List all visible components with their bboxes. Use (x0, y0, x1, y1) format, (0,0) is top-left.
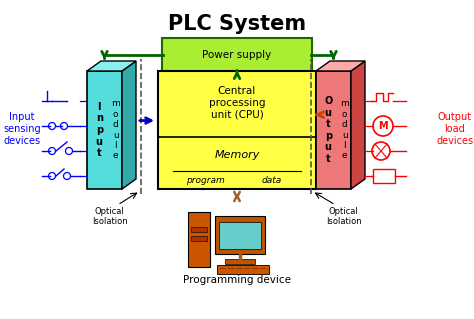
Text: m
o
d
u
l
e: m o d u l e (111, 100, 120, 160)
Bar (219, 222, 261, 249)
Polygon shape (87, 61, 136, 71)
Text: Optical
Isolation: Optical Isolation (326, 207, 361, 226)
Text: Power supply: Power supply (202, 50, 272, 60)
FancyBboxPatch shape (162, 38, 312, 72)
Text: M: M (378, 121, 388, 131)
Text: Optical
Isolation: Optical Isolation (91, 207, 128, 226)
Polygon shape (122, 61, 136, 189)
Text: Output
load
devices: Output load devices (437, 112, 474, 145)
Bar (191, 227, 207, 232)
Text: Programming device: Programming device (183, 275, 291, 285)
Bar (188, 212, 210, 267)
Text: Input
sensing
devices: Input sensing devices (3, 112, 41, 145)
FancyBboxPatch shape (87, 71, 122, 189)
Bar (215, 216, 265, 254)
Text: Memory: Memory (214, 150, 260, 160)
FancyBboxPatch shape (316, 71, 351, 189)
Text: O
u
t
p
u
t: O u t p u t (324, 96, 332, 164)
Bar (373, 169, 395, 183)
Text: PLC System: PLC System (168, 14, 306, 34)
Polygon shape (351, 61, 365, 189)
Bar (217, 265, 269, 274)
Text: I
n
p
u
t: I n p u t (96, 102, 103, 158)
Text: m
o
d
u
l
e: m o d u l e (340, 100, 349, 160)
Text: Central
processing
unit (CPU): Central processing unit (CPU) (209, 86, 265, 119)
Polygon shape (316, 61, 365, 71)
Text: program: program (186, 176, 225, 185)
Bar (191, 236, 207, 241)
Text: data: data (262, 176, 282, 185)
Bar (225, 259, 255, 264)
FancyBboxPatch shape (158, 71, 316, 189)
